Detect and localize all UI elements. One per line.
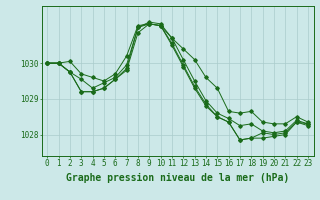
X-axis label: Graphe pression niveau de la mer (hPa): Graphe pression niveau de la mer (hPa) (66, 173, 289, 183)
